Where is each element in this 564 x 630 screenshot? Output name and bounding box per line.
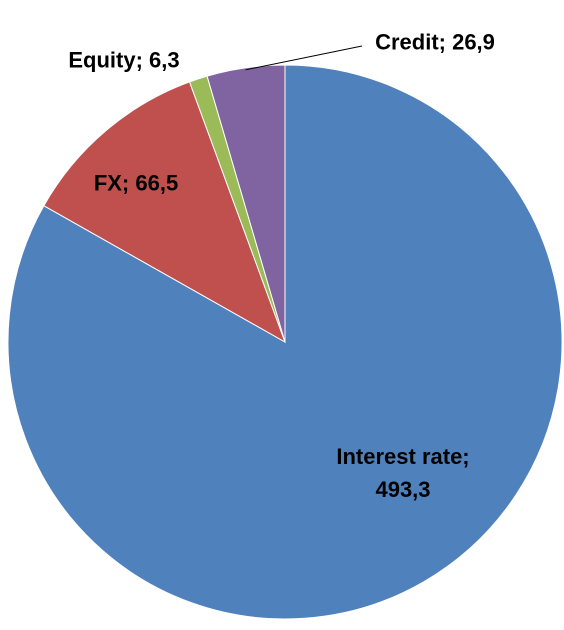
pie-slice	[43, 81, 286, 344]
pie-slice	[206, 64, 286, 343]
leader-line	[245, 45, 363, 71]
data-label: Interest rate; 493,3	[336, 444, 470, 502]
data-label: Credit; 26,9	[375, 29, 495, 55]
data-label: FX; 66,5	[93, 170, 179, 196]
data-label: Equity; 6,3	[68, 47, 180, 73]
